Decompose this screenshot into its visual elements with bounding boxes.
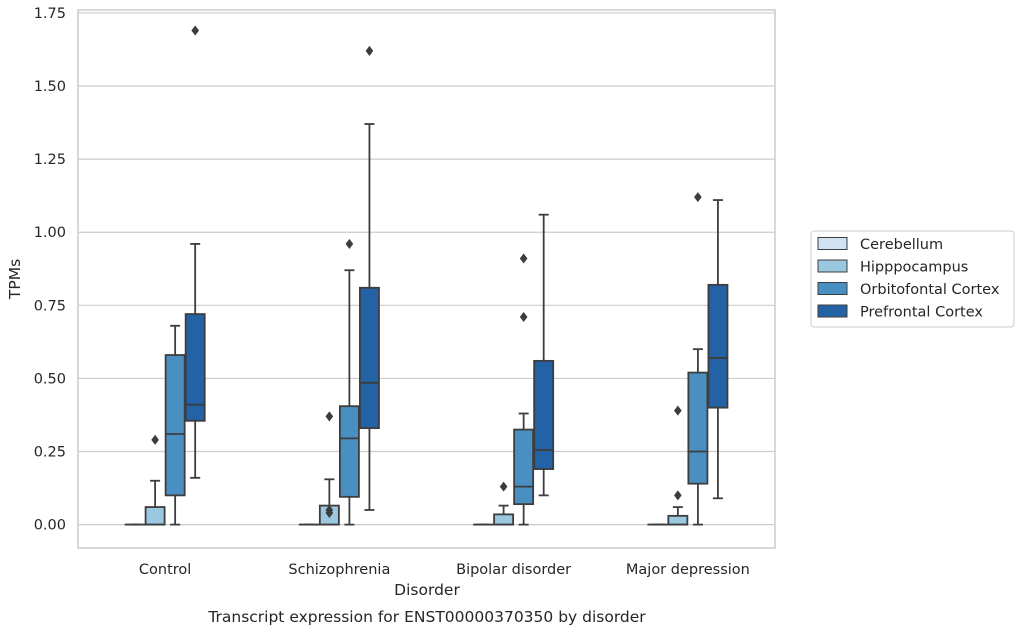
box-body: [184, 313, 206, 422]
legend-label: Prefrontal Cortex: [860, 305, 983, 321]
legend-swatch-prefrontal-cortex: [817, 304, 848, 318]
x-tick-label: Schizophrenia: [288, 562, 390, 578]
box-body: [359, 286, 380, 430]
outlier-point: [151, 434, 159, 445]
x-tick-label: Control: [139, 562, 191, 578]
legend-swatch-orbitofontal-cortex: [817, 282, 848, 295]
y-axis-ticks: 0.00 0.25 0.50 0.75 1.00 1.25 1.50 1.75: [34, 6, 66, 534]
box-body: [493, 513, 515, 526]
box-prefrontal-cortex: [707, 199, 729, 500]
legend: Cerebellum Hipppocampus Orbitofontal Corte…: [810, 230, 1015, 328]
plot-area: [78, 10, 775, 548]
box-prefrontal-cortex: [533, 213, 555, 497]
outlier-point: [519, 253, 528, 264]
outlier-point: [325, 504, 334, 516]
y-tick-label: 1.25: [34, 152, 66, 168]
y-tick-label: 0.00: [34, 518, 66, 534]
outlier-point: [499, 481, 508, 492]
outlier-point: [345, 238, 354, 249]
box-body: [338, 405, 360, 498]
box-orbitofontal-cortex: [164, 324, 186, 526]
box-body: [667, 514, 689, 526]
legend-frame: [810, 230, 1015, 328]
box-hipppocampus: [667, 405, 689, 526]
x-axis-label: Disorder: [394, 581, 460, 599]
y-tick-label: 1.75: [34, 6, 66, 22]
box-body: [164, 354, 186, 497]
x-tick-label: Major depression: [626, 562, 750, 578]
outlier-point: [694, 192, 702, 203]
box-orbitofontal-cortex: [687, 192, 709, 526]
box-body: [513, 428, 535, 506]
y-axis-label: TPMs: [6, 259, 24, 300]
y-tick-label: 0.50: [34, 371, 66, 387]
box-body: [707, 283, 729, 409]
box-prefrontal-cortex: [359, 45, 380, 511]
outlier-point: [674, 490, 682, 501]
outlier-point: [365, 45, 374, 56]
y-tick-label: 0.75: [34, 298, 66, 314]
outlier-point: [519, 311, 528, 323]
outlier-point: [191, 25, 200, 36]
box-hipppocampus: [493, 481, 515, 526]
legend-swatch-cerebellum: [817, 237, 848, 250]
legend-swatch-hipppocampus: [817, 259, 848, 273]
box-orbitofontal-cortex: [513, 253, 535, 526]
legend-label: Cerebellum: [860, 237, 943, 253]
x-tick-label: Bipolar disorder: [456, 562, 571, 578]
outlier-point: [674, 405, 682, 416]
y-tick-label: 1.00: [34, 225, 66, 241]
box-body: [144, 506, 166, 526]
box-orbitofontal-cortex: [338, 238, 360, 526]
chart-caption: Transcript expression for ENST0000037035…: [207, 608, 646, 626]
plot-frame: [77, 9, 776, 549]
box-body: [533, 359, 555, 470]
legend-label: Hipppocampus: [860, 260, 968, 276]
box-hipppocampus: [318, 411, 340, 526]
y-tick-label: 1.50: [34, 79, 66, 95]
x-axis-ticks: Control Schizophrenia Bipolar disorder Majo…: [139, 562, 750, 578]
legend-label: Orbitofontal Cortex: [860, 282, 1000, 298]
box-body: [687, 371, 709, 485]
box-groups: [124, 25, 729, 526]
outlier-point: [325, 411, 334, 422]
box-prefrontal-cortex: [184, 25, 206, 479]
y-tick-label: 0.25: [34, 445, 66, 461]
box-hipppocampus: [144, 434, 166, 526]
